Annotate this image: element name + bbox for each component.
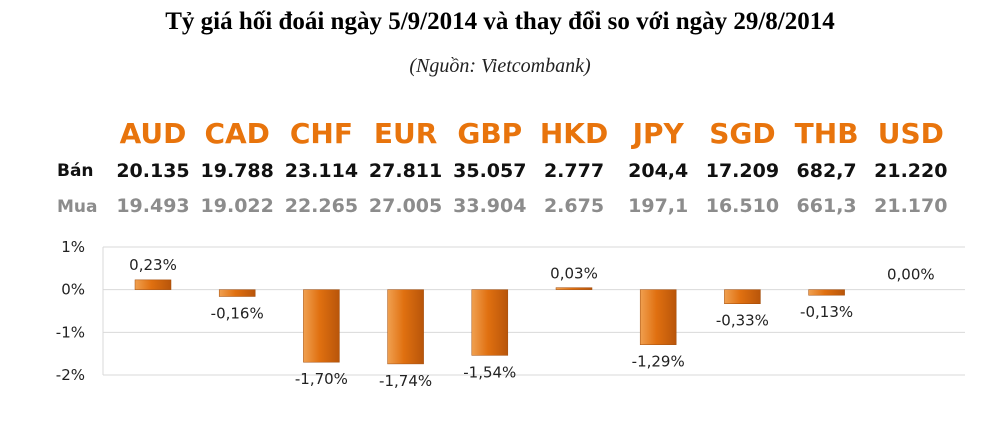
currency-code-chf: CHF [290,117,353,150]
sell-rate-gbp: 35.057 [453,160,526,182]
sell-rate-cad: 19.788 [201,160,274,182]
bar-aud [134,279,172,290]
sell-rate-thb: 682,7 [797,160,857,182]
sell-rate-aud: 20.135 [116,160,189,182]
buy-rate-jpy: 197,1 [628,195,688,217]
buy-rate-gbp: 33.904 [453,195,526,217]
sell-rate-usd: 21.220 [874,160,947,182]
sell-rate-sgd: 17.209 [706,160,779,182]
y-tick-label: -1% [56,323,85,341]
buy-rate-aud: 19.493 [116,195,189,217]
currency-code-thb: THB [795,117,859,150]
buy-rate-cad: 19.022 [201,195,274,217]
bar-eur [387,289,424,365]
bar-gbp [471,289,509,356]
buy-rate-usd: 21.170 [874,195,947,217]
sell-rate-eur: 27.811 [369,160,442,182]
buy-rate-sgd: 16.510 [706,195,779,217]
currency-code-usd: USD [878,117,944,150]
data-label-thb: -0,13% [800,303,853,321]
buy-rate-hkd: 2.675 [544,195,604,217]
currency-code-aud: AUD [120,117,187,150]
sell-rate-hkd: 2.777 [544,160,604,182]
buy-rate-chf: 22.265 [285,195,358,217]
currency-code-jpy: JPY [631,117,685,150]
data-label-aud: 0,23% [129,256,177,274]
currency-code-cad: CAD [204,117,269,150]
currency-code-sgd: SGD [709,117,775,150]
bar-jpy [639,289,677,345]
data-label-cad: -0,16% [211,304,264,322]
bar-thb [808,289,845,296]
y-tick-label: 0% [61,281,85,299]
currency-code-eur: EUR [374,117,437,150]
data-label-gbp: -1,54% [463,363,516,381]
buy-rate-thb: 661,3 [797,195,857,217]
data-label-sgd: -0,33% [716,312,769,330]
sell-row-label: Bán [57,161,94,181]
y-tick-label: 1% [61,238,85,256]
data-label-usd: 0,00% [887,266,935,284]
buy-rate-eur: 27.005 [369,195,442,217]
bar-sgd [724,289,761,304]
bar-chf [303,289,340,363]
sell-rate-chf: 23.114 [285,160,358,182]
data-label-chf: -1,70% [295,370,348,388]
sell-rate-jpy: 204,4 [628,160,688,182]
buy-row-label: Mua [57,197,98,217]
data-label-hkd: 0,03% [550,264,598,282]
chart-title: Tỷ giá hối đoái ngày 5/9/2014 và thay đổ… [165,8,835,35]
data-label-eur: -1,74% [379,372,432,390]
chart-source-note: (Nguồn: Vietcombank) [409,55,591,77]
bar-hkd [555,287,593,290]
currency-code-gbp: GBP [457,117,522,150]
bar-cad [218,289,256,297]
currency-code-hkd: HKD [540,117,608,150]
y-tick-label: -2% [56,366,85,384]
data-label-jpy: -1,29% [632,353,685,371]
